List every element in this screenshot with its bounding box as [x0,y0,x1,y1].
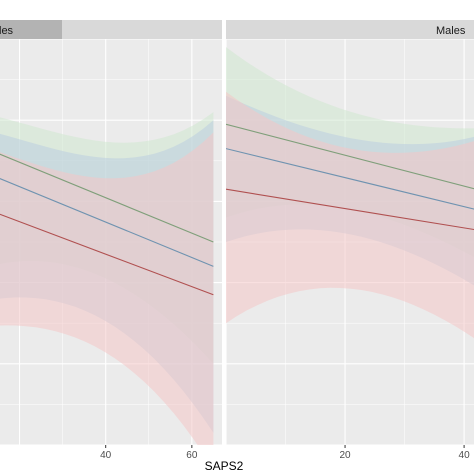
strip-right-label: Males [436,25,466,37]
x-tick-label: 60 [186,450,198,461]
panel-left-lines [0,153,214,296]
series-line-2 [226,188,474,231]
series-line-1 [226,148,474,210]
strip-left-dark [0,20,62,39]
confidence-ribbon-2 [226,91,474,339]
strip-right-bg [226,20,474,39]
series-line-0 [226,123,474,190]
strip-left-label: les [0,25,14,37]
confidence-ribbon-2 [0,132,214,445]
x-tick-label: 40 [100,450,112,461]
series-line-0 [0,153,214,243]
series-line-2 [0,213,214,296]
panel-right-ribbons [226,47,474,339]
panel-right: Males 20 40 [226,20,474,461]
panel-left-ribbons [0,112,214,445]
panel-left-x-ticks: 40 60 [100,445,198,461]
panel-right-x-ticks: 20 40 [339,445,470,461]
series-line-1 [0,178,214,267]
x-tick-label: 40 [459,450,471,461]
panel-left: les 40 60 [0,20,222,461]
x-tick-label: 20 [339,450,351,461]
x-axis-title: SAPS2 [205,459,244,473]
panel-right-lines [226,123,474,231]
